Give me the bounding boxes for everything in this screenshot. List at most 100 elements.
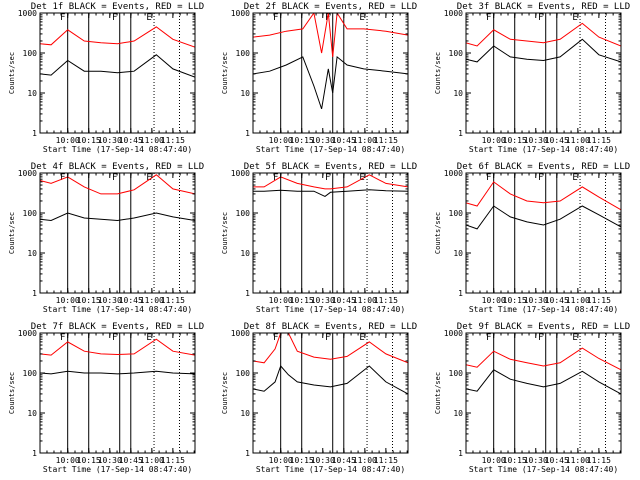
x-tick-label: 10:00 (269, 136, 293, 145)
y-tick-label: 10 (240, 89, 250, 98)
series-line-events (466, 369, 621, 395)
plot-frame (39, 172, 196, 294)
marker-label: F (112, 173, 117, 183)
marker-label: F (538, 13, 543, 23)
x-tick-label: 10:45 (545, 296, 569, 305)
x-tick-label: 10:15 (290, 296, 314, 305)
y-tick-label: 1 (245, 129, 250, 138)
y-tick-label: 100 (23, 369, 38, 378)
marker-label: E (572, 333, 577, 343)
x-tick-label: 10:30 (524, 296, 548, 305)
x-tick-label: 11:00 (353, 456, 377, 465)
y-tick-label: 10 (27, 409, 37, 418)
y-tick-label: 1000 (18, 169, 37, 178)
y-tick-label: 1 (32, 289, 37, 298)
x-tick-label: 11:00 (566, 136, 590, 145)
series-line-lld (253, 13, 408, 57)
y-axis-label: Counts/sec (8, 212, 16, 254)
series-line-lld (466, 181, 621, 211)
marker-label: F (60, 173, 65, 183)
x-tick-label: 10:30 (311, 136, 335, 145)
marker-label: F (538, 333, 543, 343)
x-tick-label: 10:30 (98, 296, 122, 305)
x-tick-label: 11:15 (587, 136, 611, 145)
x-tick-label: 11:00 (140, 136, 164, 145)
y-tick-label: 100 (236, 369, 251, 378)
series-line-events (253, 55, 408, 110)
series-line-events (40, 212, 195, 222)
x-tick-label: 10:00 (482, 456, 506, 465)
x-tick-label: 11:15 (161, 296, 185, 305)
x-tick-label: 10:00 (482, 296, 506, 305)
x-tick-label: 10:15 (503, 296, 527, 305)
x-axis-label: Start Time (17-Sep-14 08:47:40) (256, 305, 405, 314)
y-axis-label: Counts/sec (221, 212, 229, 254)
x-tick-label: 11:00 (566, 296, 590, 305)
y-tick-label: 10 (240, 409, 250, 418)
x-tick-label: 10:00 (56, 456, 80, 465)
y-tick-label: 10 (453, 409, 463, 418)
marker-label: F (273, 13, 278, 23)
series-line-events (466, 205, 621, 230)
marker-label: E (572, 173, 577, 183)
marker-label: F (538, 173, 543, 183)
y-tick-label: 10 (240, 249, 250, 258)
y-tick-label: 100 (23, 49, 38, 58)
x-tick-label: 10:00 (269, 296, 293, 305)
y-tick-label: 10 (27, 89, 37, 98)
x-tick-label: 10:45 (119, 136, 143, 145)
x-tick-label: 11:15 (587, 296, 611, 305)
y-axis-label: Counts/sec (8, 372, 16, 414)
x-axis-label: Start Time (17-Sep-14 08:47:40) (43, 305, 192, 314)
plot-frame (465, 172, 622, 294)
x-tick-label: 10:15 (503, 136, 527, 145)
y-tick-label: 1 (245, 449, 250, 458)
y-axis-label: Counts/sec (434, 372, 442, 414)
x-tick-label: 10:30 (311, 296, 335, 305)
y-tick-label: 1 (458, 289, 463, 298)
x-axis-label: Start Time (17-Sep-14 08:47:40) (43, 465, 192, 474)
x-tick-label: 11:00 (353, 296, 377, 305)
y-tick-label: 10 (453, 89, 463, 98)
x-axis-label: Start Time (17-Sep-14 08:47:40) (256, 465, 405, 474)
y-tick-label: 100 (236, 49, 251, 58)
y-tick-label: 1 (458, 449, 463, 458)
series-line-events (466, 38, 621, 63)
x-tick-label: 10:45 (545, 456, 569, 465)
x-tick-label: 10:00 (269, 456, 293, 465)
marker-label: E (146, 333, 151, 343)
x-tick-label: 10:45 (332, 136, 356, 145)
x-tick-label: 11:15 (587, 456, 611, 465)
panel-title: Det 1f BLACK = Events, RED = LLD (31, 2, 204, 12)
marker-label: E (359, 13, 364, 23)
x-tick-label: 10:30 (524, 136, 548, 145)
panel-title: Det 3f BLACK = Events, RED = LLD (457, 2, 630, 12)
y-tick-label: 1000 (231, 329, 250, 338)
y-axis-label: Counts/sec (434, 52, 442, 94)
plot-frame (465, 332, 622, 454)
series-line-events (40, 54, 195, 78)
x-axis-label: Start Time (17-Sep-14 08:47:40) (469, 145, 618, 154)
plot-frame (252, 332, 409, 454)
marker-label: F (486, 333, 491, 343)
x-tick-label: 11:15 (374, 136, 398, 145)
marker-label: E (146, 173, 151, 183)
y-tick-label: 1000 (18, 329, 37, 338)
marker-label: F (486, 173, 491, 183)
panel-title: Det 2f BLACK = Events, RED = LLD (244, 2, 417, 12)
marker-label: F (486, 13, 491, 23)
x-tick-label: 10:45 (119, 456, 143, 465)
x-tick-label: 11:15 (374, 296, 398, 305)
x-tick-label: 10:00 (56, 296, 80, 305)
x-tick-label: 10:30 (98, 456, 122, 465)
y-axis-label: Counts/sec (221, 52, 229, 94)
y-axis-label: Counts/sec (434, 212, 442, 254)
y-tick-label: 100 (23, 209, 38, 218)
y-tick-label: 100 (449, 369, 464, 378)
panel-title: Det 8f BLACK = Events, RED = LLD (244, 322, 417, 332)
